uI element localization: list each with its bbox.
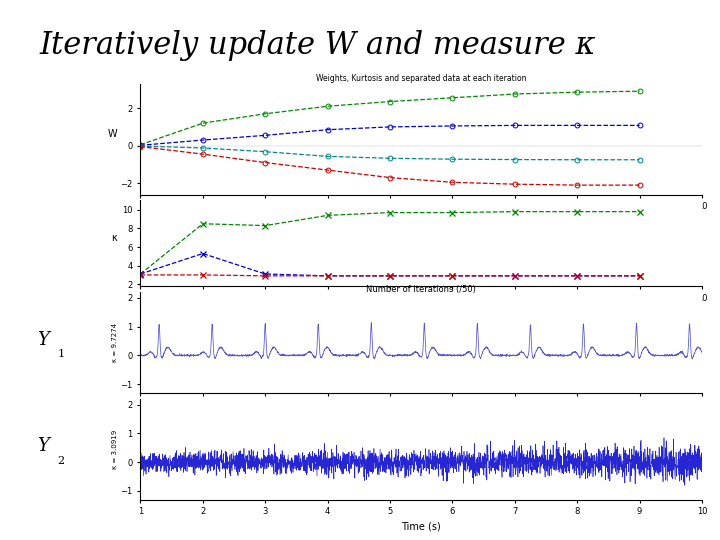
X-axis label: Time (s): Time (s) — [401, 522, 441, 532]
Text: Y: Y — [37, 437, 49, 455]
Text: Number of iterations (/50): Number of iterations (/50) — [366, 285, 476, 294]
Title: Weights, Kurtosis and separated data at each iteration: Weights, Kurtosis and separated data at … — [316, 74, 526, 83]
Y-axis label: κ = 3.0919: κ = 3.0919 — [112, 429, 118, 469]
Y-axis label: κ: κ — [111, 233, 117, 244]
Text: Iteratively update W and measure κ: Iteratively update W and measure κ — [40, 30, 596, 60]
Text: 1: 1 — [58, 349, 65, 359]
Y-axis label: W: W — [107, 129, 117, 139]
Text: Y: Y — [37, 330, 49, 349]
Text: 2: 2 — [58, 456, 65, 466]
Y-axis label: κ = 9.7274: κ = 9.7274 — [112, 323, 118, 362]
